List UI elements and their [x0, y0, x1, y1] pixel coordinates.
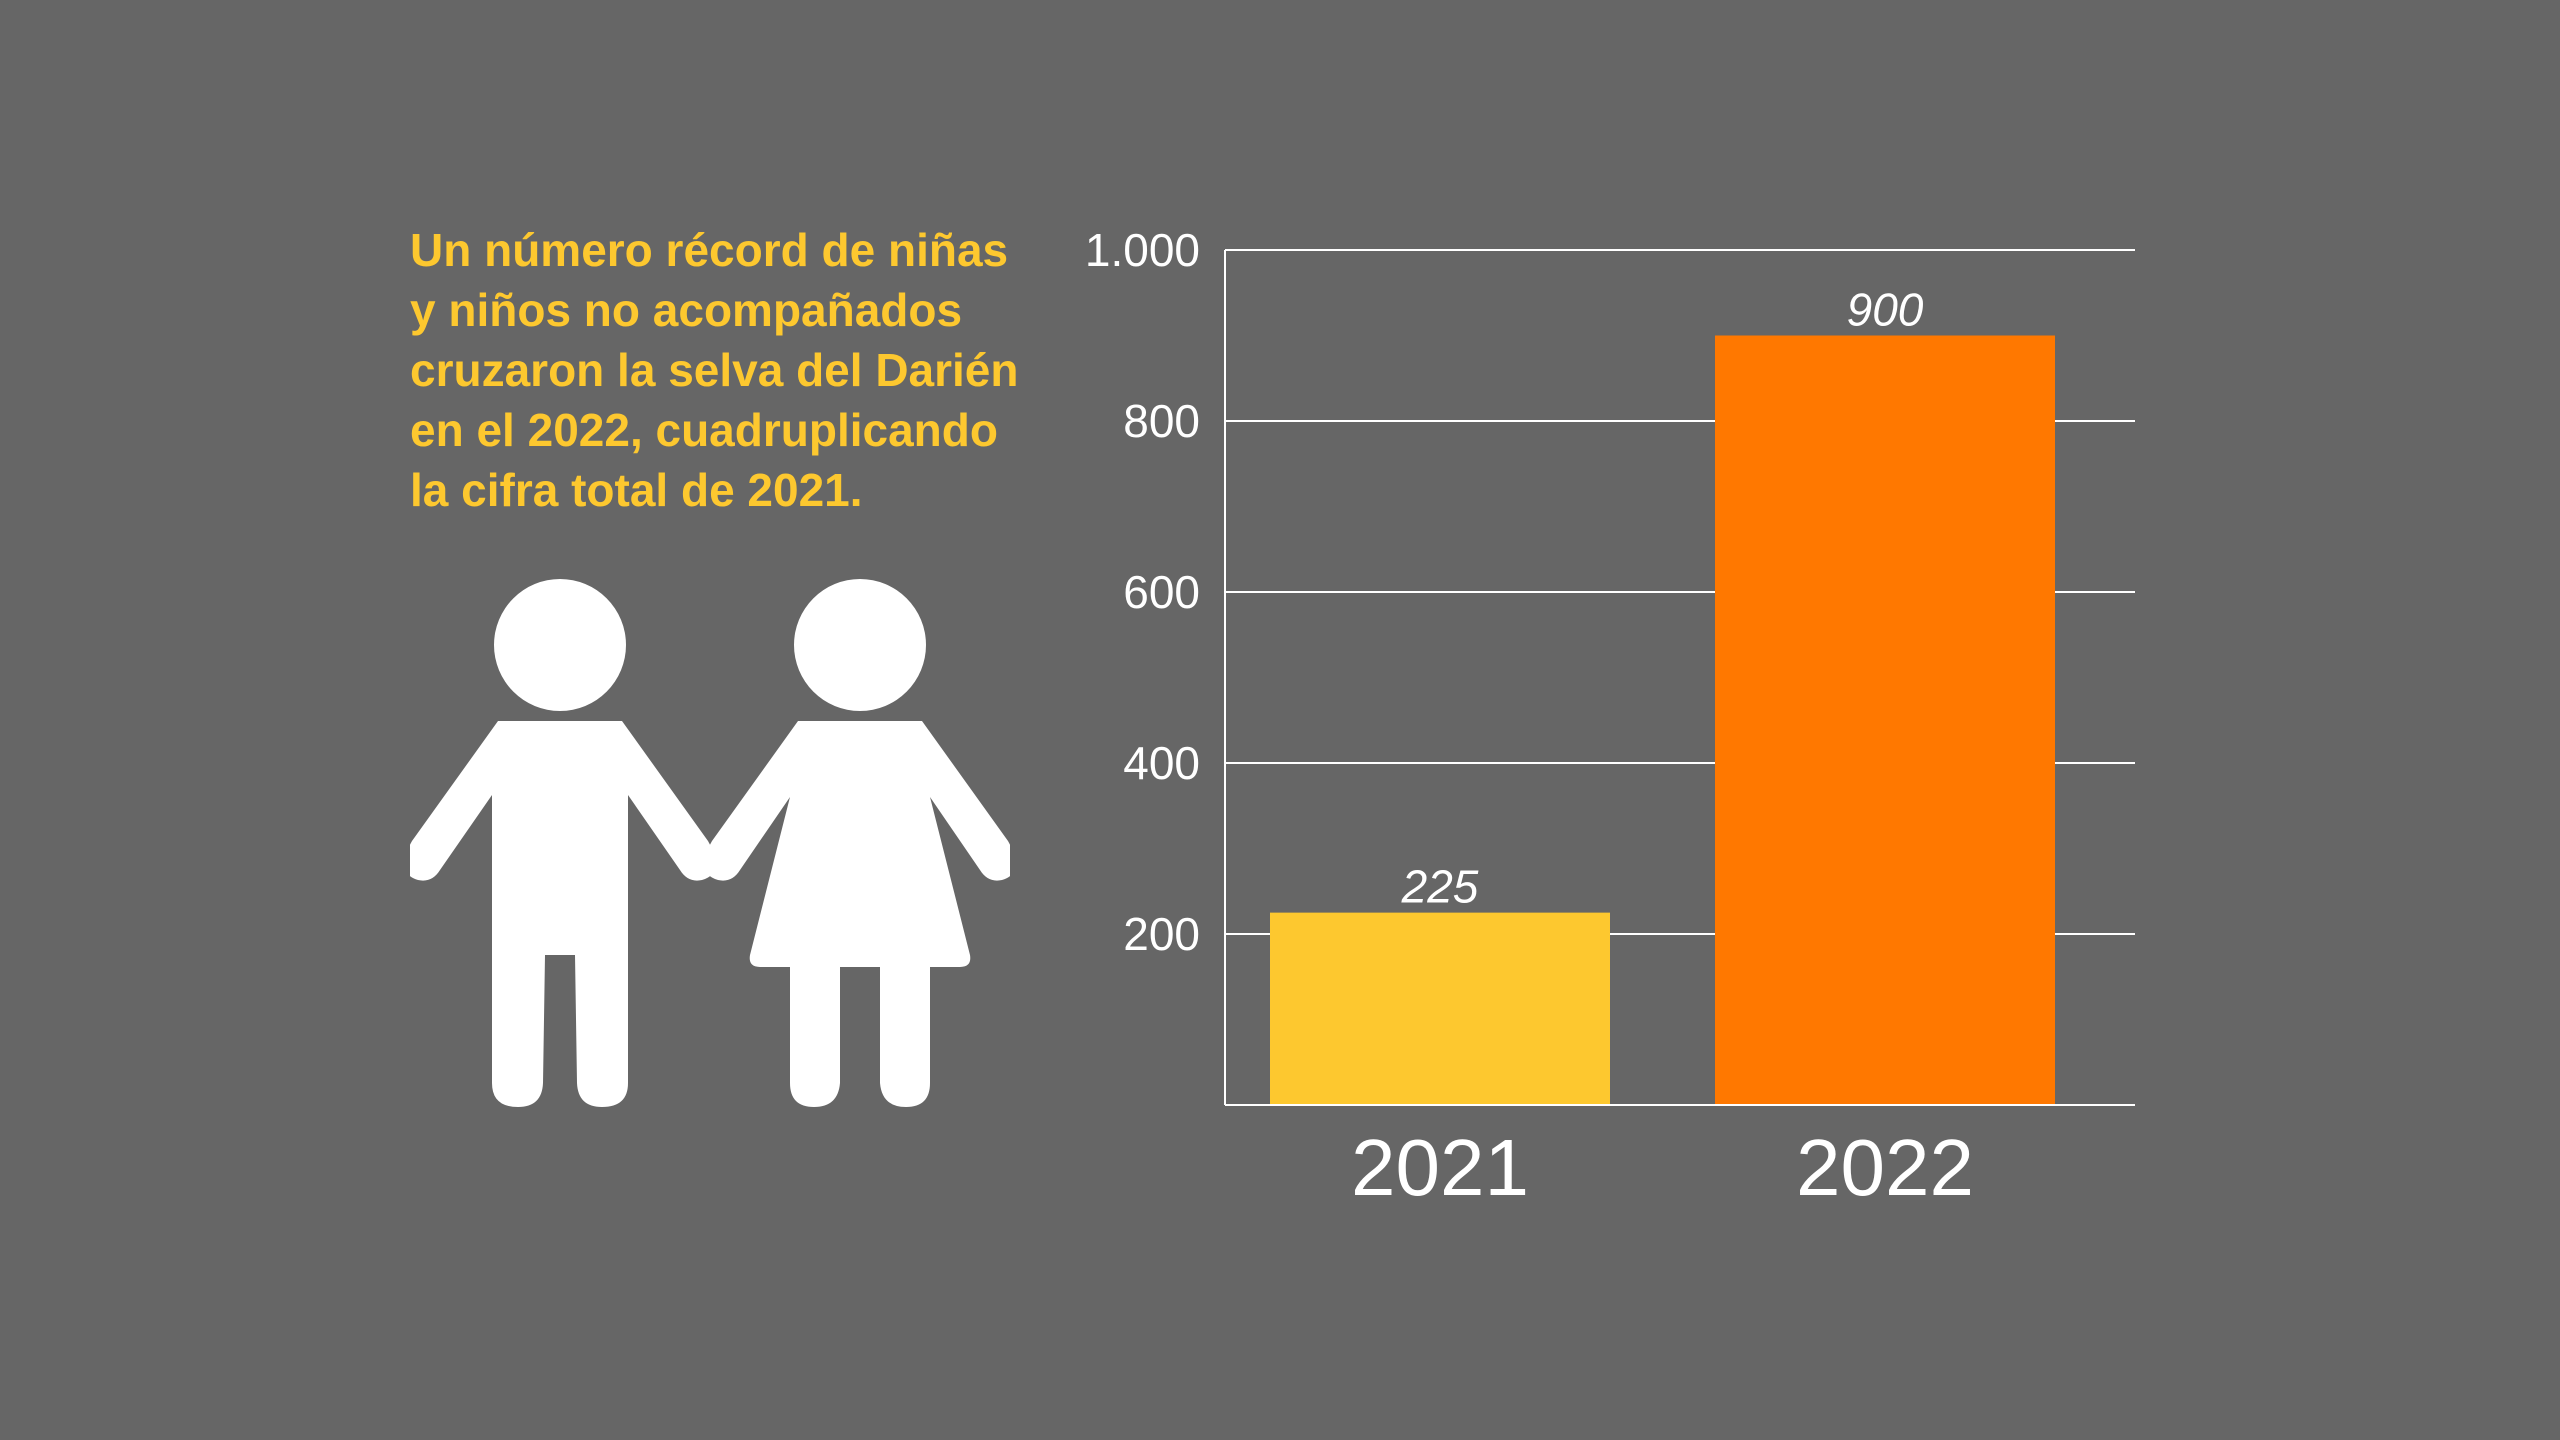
data-label-2021: 225 [1401, 861, 1479, 913]
boy-icon [410, 579, 716, 1107]
headline-line-5: la cifra total de 2021. [410, 464, 863, 516]
headline-line-2: y niños no acompañados [410, 284, 963, 336]
x-tick-label-2021: 2021 [1351, 1123, 1529, 1212]
bar-2022 [1715, 335, 2055, 1105]
x-tick-label-2022: 2022 [1796, 1123, 1974, 1212]
children-figures [410, 579, 1010, 1107]
headline-line-1: Un número récord de niñas [410, 224, 1009, 276]
headline: Un número récord de niñas y niños no aco… [410, 220, 1030, 520]
girl-icon [704, 579, 1010, 1107]
y-tick-label-600: 600 [1123, 566, 1200, 618]
y-tick-label-1000: 1.000 [1085, 224, 1200, 276]
data-label-2022: 900 [1847, 284, 1924, 336]
y-tick-label-200: 200 [1123, 908, 1200, 960]
bar-2021 [1270, 912, 1610, 1105]
y-tick-label-800: 800 [1123, 395, 1200, 447]
y-tick-label-400: 400 [1123, 737, 1200, 789]
headline-line-3: cruzaron la selva del Darién [410, 344, 1019, 396]
headline-line-4: en el 2022, cuadruplicando [410, 404, 998, 456]
